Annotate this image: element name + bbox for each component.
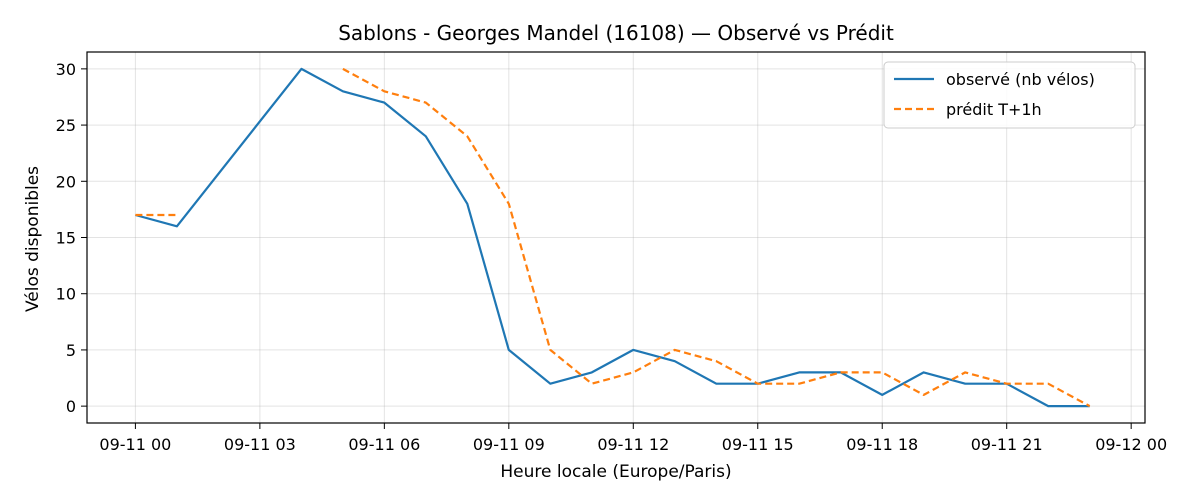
series-line-observed	[135, 67, 1090, 408]
y-tick-label: 0	[66, 397, 76, 416]
legend-box	[883, 61, 1136, 129]
chart-title: Sablons - Georges Mandel (16108) — Obser…	[338, 21, 894, 45]
y-axis: 0 5 10 15 20 25 30	[56, 60, 87, 416]
legend-label-observed: observé (nb vélos)	[946, 70, 1095, 89]
y-tick-label: 15	[56, 229, 76, 248]
x-tick-label: 09-11 12	[597, 435, 669, 454]
y-tick-label: 20	[56, 172, 76, 191]
series-layer	[135, 67, 1091, 408]
x-tick-label: 09-11 09	[473, 435, 545, 454]
legend-label-predicted: prédit T+1h	[946, 100, 1042, 119]
x-tick-label: 09-11 03	[224, 435, 296, 454]
x-tick-label: 09-11 00	[99, 435, 171, 454]
legend: observé (nb vélos) prédit T+1h	[883, 61, 1136, 129]
x-tick-label: 09-11 21	[971, 435, 1043, 454]
y-tick-label: 30	[56, 60, 76, 79]
y-tick-label: 5	[66, 341, 76, 360]
y-tick-label: 25	[56, 116, 76, 135]
x-tick-label: 09-12 00	[1095, 435, 1167, 454]
series-line-predicted	[342, 67, 1091, 408]
x-tick-label: 09-11 18	[846, 435, 918, 454]
x-tick-label: 09-11 15	[722, 435, 794, 454]
y-tick-label: 10	[56, 285, 76, 304]
y-axis-label: Vélos disponibles	[23, 166, 43, 312]
x-axis: 09-11 00 09-11 03 09-11 06 09-11 09 09-11 12…	[99, 423, 1167, 454]
x-axis-label: Heure locale (Europe/Paris)	[500, 462, 731, 482]
x-tick-label: 09-11 06	[348, 435, 420, 454]
